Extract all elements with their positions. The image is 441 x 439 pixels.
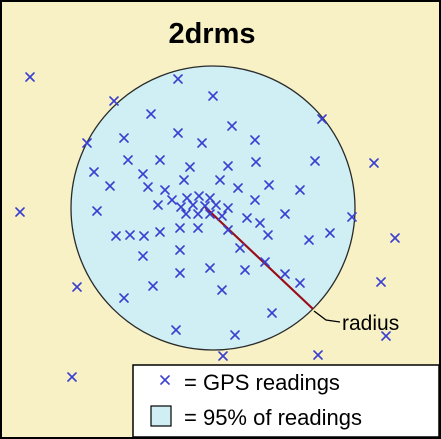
- x-mark-icon: [171, 325, 181, 335]
- x-mark-icon: [119, 133, 129, 143]
- x-mark-icon: [111, 231, 121, 241]
- x-mark-icon: [160, 185, 170, 195]
- x-mark-icon: [194, 191, 204, 201]
- x-mark-icon: [138, 251, 148, 261]
- gps-readings: [15, 72, 400, 382]
- x-mark-icon: [310, 156, 320, 166]
- x-mark-icon: [105, 181, 115, 191]
- x-mark-icon: [230, 330, 240, 340]
- x-mark-icon: [313, 350, 323, 360]
- x-mark-icon: [390, 233, 400, 243]
- x-mark-icon: [143, 182, 153, 192]
- x-mark-icon: [92, 206, 102, 216]
- x-mark-icon: [138, 169, 148, 179]
- x-mark-icon: [325, 228, 335, 238]
- x-mark-icon: [280, 209, 290, 219]
- x-mark-icon: [167, 195, 177, 205]
- x-mark-icon: [155, 155, 165, 165]
- x-mark-icon: [125, 230, 135, 240]
- x-mark-icon: [175, 268, 185, 278]
- x-mark-icon: [119, 293, 129, 303]
- x-mark-icon: [223, 225, 233, 235]
- x-mark-icon: [123, 155, 133, 165]
- x-mark-icon: [89, 167, 99, 177]
- x-mark-icon: [215, 175, 225, 185]
- radius-label: radius: [342, 312, 399, 335]
- x-mark-icon: [200, 201, 210, 211]
- x-mark-icon: [146, 109, 156, 119]
- legend: = GPS readings = 95% of readings: [132, 364, 440, 438]
- x-mark-icon: [223, 203, 233, 213]
- x-mark-icon: [347, 212, 357, 222]
- x-mark-icon: [240, 265, 250, 275]
- x-mark-icon: [223, 161, 233, 171]
- x-mark-icon: [148, 281, 158, 291]
- x-mark-icon: [155, 227, 165, 237]
- x-mark-icon: [173, 74, 183, 84]
- x-mark-icon: [217, 285, 227, 295]
- x-mark-icon: [153, 200, 163, 210]
- x-mark-icon: [185, 162, 195, 172]
- legend-box: [132, 364, 440, 438]
- x-mark-icon: [139, 231, 149, 241]
- x-mark-icon: [193, 223, 203, 233]
- x-mark-icon: [15, 207, 25, 217]
- x-mark-icon: [160, 375, 170, 385]
- x-mark-icon: [173, 128, 183, 138]
- x-mark-icon: [251, 157, 261, 167]
- x-mark-icon: [250, 195, 260, 205]
- x-mark-icon: [188, 200, 198, 210]
- x-mark-icon: [217, 211, 227, 221]
- x-mark-icon: [67, 372, 77, 382]
- x-mark-icon: [264, 180, 274, 190]
- x-mark-icon: [175, 245, 185, 255]
- x-mark-icon: [175, 223, 185, 233]
- x-mark-icon: [208, 91, 218, 101]
- x-mark-icon: [211, 200, 221, 210]
- x-mark-icon: [295, 185, 305, 195]
- x-mark-icon: [25, 72, 35, 82]
- x-mark-icon: [197, 138, 207, 148]
- square-swatch-icon: [150, 405, 172, 427]
- x-mark-icon: [369, 158, 379, 168]
- x-mark-icon: [233, 183, 243, 193]
- x-mark-icon: [267, 308, 277, 318]
- x-mark-icon: [205, 263, 215, 273]
- x-mark-icon: [242, 213, 252, 223]
- x-mark-icon: [280, 269, 290, 279]
- x-mark-icon: [235, 243, 245, 253]
- x-mark-icon: [295, 278, 305, 288]
- legend-area-label: = 95% of readings: [184, 405, 362, 430]
- x-mark-icon: [176, 202, 186, 212]
- x-mark-icon: [72, 282, 82, 292]
- radius-leader: [313, 310, 341, 323]
- x-mark-icon: [263, 230, 273, 240]
- x-mark-icon: [227, 121, 237, 131]
- x-mark-icon: [376, 277, 386, 287]
- x-mark-icon: [82, 138, 92, 148]
- x-mark-icon: [317, 114, 327, 124]
- x-mark-icon: [181, 209, 191, 219]
- x-mark-icon: [381, 331, 391, 341]
- x-mark-icon: [250, 135, 260, 145]
- x-mark-icon: [304, 235, 314, 245]
- diagram-title: 2drms: [168, 18, 255, 50]
- x-mark-icon: [109, 96, 119, 106]
- x-mark-icon: [260, 257, 270, 267]
- x-mark-icon: [179, 175, 189, 185]
- legend-readings-label: = GPS readings: [184, 370, 340, 395]
- radius-line: [204, 206, 314, 310]
- x-mark-icon: [255, 218, 265, 228]
- x-mark-icon: [205, 209, 215, 219]
- x-mark-icon: [218, 351, 228, 361]
- x-mark-icon: [193, 209, 203, 219]
